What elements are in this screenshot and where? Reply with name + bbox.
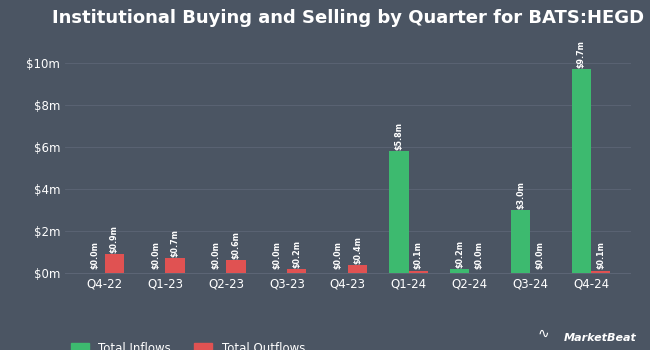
Bar — [226, 260, 246, 273]
Bar — [389, 151, 409, 273]
Bar — [591, 271, 610, 273]
Bar — [409, 271, 428, 273]
Legend: Total Inflows, Total Outflows: Total Inflows, Total Outflows — [71, 342, 305, 350]
Bar — [511, 210, 530, 273]
Text: $0.0m: $0.0m — [333, 241, 343, 270]
Text: $5.8m: $5.8m — [395, 122, 404, 150]
Text: $3.0m: $3.0m — [516, 181, 525, 209]
Text: $0.0m: $0.0m — [90, 241, 99, 270]
Text: $0.9m: $0.9m — [110, 225, 119, 253]
Bar — [287, 269, 306, 273]
Text: $0.7m: $0.7m — [170, 229, 179, 257]
Text: ∿: ∿ — [538, 327, 549, 341]
Title: Institutional Buying and Selling by Quarter for BATS:HEGD: Institutional Buying and Selling by Quar… — [52, 8, 644, 27]
Bar — [165, 258, 185, 273]
Text: $0.0m: $0.0m — [151, 241, 160, 270]
Text: $0.4m: $0.4m — [353, 236, 362, 264]
Text: $0.6m: $0.6m — [231, 231, 240, 259]
Text: $0.0m: $0.0m — [536, 241, 545, 270]
Bar — [450, 269, 469, 273]
Text: $0.1m: $0.1m — [414, 241, 422, 270]
Text: $0.1m: $0.1m — [596, 241, 605, 270]
Bar — [571, 69, 591, 273]
Text: $0.0m: $0.0m — [212, 241, 221, 270]
Text: $0.0m: $0.0m — [273, 241, 281, 270]
Text: MarketBeat: MarketBeat — [564, 333, 637, 343]
Text: $0.2m: $0.2m — [292, 240, 301, 268]
Text: $0.0m: $0.0m — [474, 241, 484, 270]
Bar — [348, 265, 367, 273]
Bar — [105, 254, 124, 273]
Text: $0.2m: $0.2m — [455, 240, 464, 268]
Text: $9.7m: $9.7m — [577, 40, 586, 68]
